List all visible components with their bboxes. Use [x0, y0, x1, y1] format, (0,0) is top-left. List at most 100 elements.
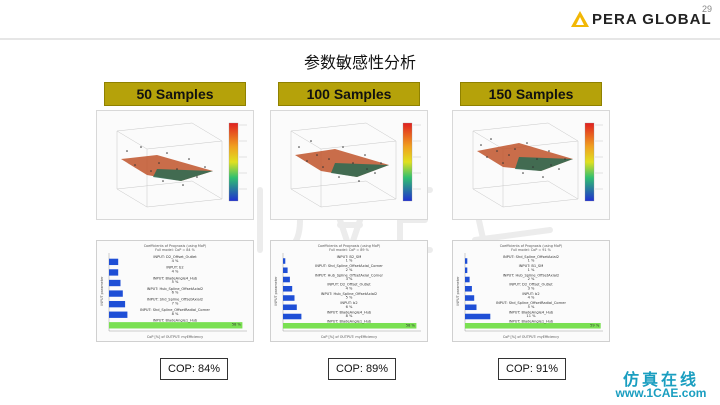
footer-logo: 仿真在线 www.1CAE.com [606, 366, 716, 402]
slide-title: 参数敏感性分析 [303, 53, 416, 72]
response-surface-plot [96, 110, 254, 220]
coi-bar-value: 4 % [528, 296, 535, 300]
coi-bar [109, 279, 121, 287]
coi-bar [109, 300, 126, 308]
coi-bar-value: 3 % [346, 277, 353, 281]
coi-bar [465, 295, 475, 301]
coi-subtitle: Full model: CoP = 89 % [329, 248, 370, 252]
header-divider [0, 38, 720, 40]
coi-bar-value: 5 % [172, 280, 179, 284]
coi-bar [109, 311, 128, 318]
coi-bar-chart: Coefficients of Prognosis (using MoP) Fu… [452, 240, 610, 342]
coi-ylabel: INPUT parameter [274, 276, 278, 306]
coi-bar-label: INPUT: BladeAngle1_Hub [509, 320, 554, 324]
coi-bar-label: INPUT: b2 [522, 292, 539, 296]
coi-bar-value: 1 % [528, 268, 535, 272]
coi-bar [283, 276, 290, 283]
coi-bar [283, 258, 286, 264]
column-100-samples: 100 Samples [270, 80, 428, 385]
coi-bar-value: 5 % [528, 305, 535, 309]
coi-bar-label: INPUT: Hub_Spline_OffsetAxial_Corner [315, 273, 384, 277]
coi-ylabel: INPUT parameter [100, 276, 104, 306]
coi-bar-value: 8 % [346, 314, 353, 318]
page-number: 29 [701, 4, 712, 14]
coi-bar [465, 304, 477, 311]
coi-bar [283, 322, 417, 329]
coi-ylabel: INPUT parameter [456, 276, 460, 306]
coi-bar [283, 285, 293, 292]
column-50-samples: 50 Samples [96, 80, 254, 385]
coi-bar-label: INPUT: BladeAngle4_Hub [153, 276, 198, 280]
coi-bar-value: 5 % [346, 296, 353, 300]
coi-title: Coefficients of Prognosis (using MoP) [318, 244, 381, 248]
coi-bar-label: INPUT: Shd_Spline_OffsetRadial_Corner [496, 301, 566, 305]
coi-bar-label: INPUT: Shd_Spline_OffsetAxial2 [503, 255, 559, 259]
response-surface-plot [270, 110, 428, 220]
brand-name: PERA GLOBAL [592, 10, 712, 28]
coi-bar [465, 285, 472, 292]
coi-bar-label: INPUT: D2_Offset_Outlet [327, 283, 371, 287]
coi-bar-value: 7 % [172, 301, 179, 305]
coi-subtitle: Full model: CoP = 91 % [511, 248, 552, 252]
coi-bar-value: 1 % [346, 259, 353, 263]
coi-bar-value: 4 % [172, 270, 179, 274]
coi-bar [109, 290, 123, 297]
coi-bar-value: 2 % [346, 268, 353, 272]
pera-global-logo-icon [571, 11, 589, 27]
coi-bar-label: INPUT: B2_SM [337, 255, 362, 259]
coi-bar-label: INPUT: b2 [340, 301, 357, 305]
coi-bar-chart: Coefficients of Prognosis (using MoP) Fu… [96, 240, 254, 342]
coi-bar [465, 313, 491, 320]
coi-title: Coefficients of Prognosis (using MoP) [500, 244, 563, 248]
samples-label: 100 Samples [278, 82, 420, 106]
coi-bar-label: INPUT: Hub_Spline_OffsetAxial2 [147, 287, 203, 291]
coi-bar-value: 6 % [172, 291, 179, 295]
coi-bar [109, 322, 243, 329]
coi-bar-label: INPUT: Shd_Spline_OffsetRadial_Corner [140, 308, 210, 312]
coi-bar-value: 4 % [172, 259, 179, 263]
coi-bar-label: INPUT: BladeAngle1_Hub [153, 319, 198, 323]
coi-bar-value: 2 % [528, 277, 535, 281]
coi-bar-label: INPUT: Hub_Spline_OffsetAxial2 [503, 273, 559, 277]
response-surface-plot [452, 110, 610, 220]
cop-value: COP: 89% [328, 358, 396, 380]
brand-logo: PERA GLOBAL [570, 10, 712, 28]
coi-bar [283, 267, 288, 274]
footer-logo-en: www.1CAE.com [615, 386, 707, 400]
coi-xlabel: CoP [%] of OUTPUT: myEfficiency [321, 335, 377, 339]
coi-bar-label: INPUT: Shd_Spline_OffsetAxial2 [147, 297, 203, 301]
coi-bar-value: 58 % [232, 322, 242, 326]
column-150-samples: 150 Samples [452, 80, 610, 385]
coi-bar-value: 8 % [172, 312, 179, 316]
coi-bar-label: INPUT: B1_SM [519, 264, 544, 268]
coi-bar-value: 58 % [406, 323, 416, 327]
coi-bar-value: 3 % [528, 286, 535, 290]
coi-bar [465, 267, 468, 274]
coi-xlabel: CoP [%] of OUTPUT: myEfficiency [147, 335, 203, 339]
coi-bar-label: INPUT: D2_Offset_Outlet [153, 255, 197, 259]
coi-bar-label: INPUT: BladeAngle1_Hub [327, 320, 372, 324]
coi-bar [109, 269, 119, 276]
coi-bar-label: INPUT: BladeAngle4_Hub [509, 310, 554, 314]
coi-bar-value: 11 % [526, 314, 536, 318]
cop-value: COP: 84% [160, 358, 228, 380]
coi-bar-label: INPUT: D2_Offset_Outlet [509, 283, 553, 287]
coi-bar-value: 6 % [346, 305, 353, 309]
coi-bar [465, 276, 470, 283]
coi-bar-label: INPUT: Hub_Spline_OffsetAxial2 [321, 292, 377, 296]
footer-logo-cn: 仿真在线 [622, 370, 699, 389]
coi-subtitle: Full model: CoP = 84 % [155, 248, 196, 252]
coi-bar-value: 59 % [590, 323, 600, 327]
coi-bar [283, 304, 297, 311]
samples-label: 150 Samples [460, 82, 602, 106]
coi-bar [109, 258, 119, 266]
coi-title: Coefficients of Prognosis (using MoP) [144, 244, 207, 248]
coi-bar-label: INPUT: Shd_Spline_OffsetAxial_Corner [315, 264, 383, 268]
coi-bar-chart: Coefficients of Prognosis (using MoP) Fu… [270, 240, 428, 342]
coi-bar [283, 295, 295, 301]
coi-xlabel: CoP [%] of OUTPUT: myEfficiency [503, 335, 559, 339]
coi-bar [283, 313, 302, 320]
coi-bar-label: INPUT: b2 [166, 266, 183, 270]
cop-value: COP: 91% [498, 358, 566, 380]
